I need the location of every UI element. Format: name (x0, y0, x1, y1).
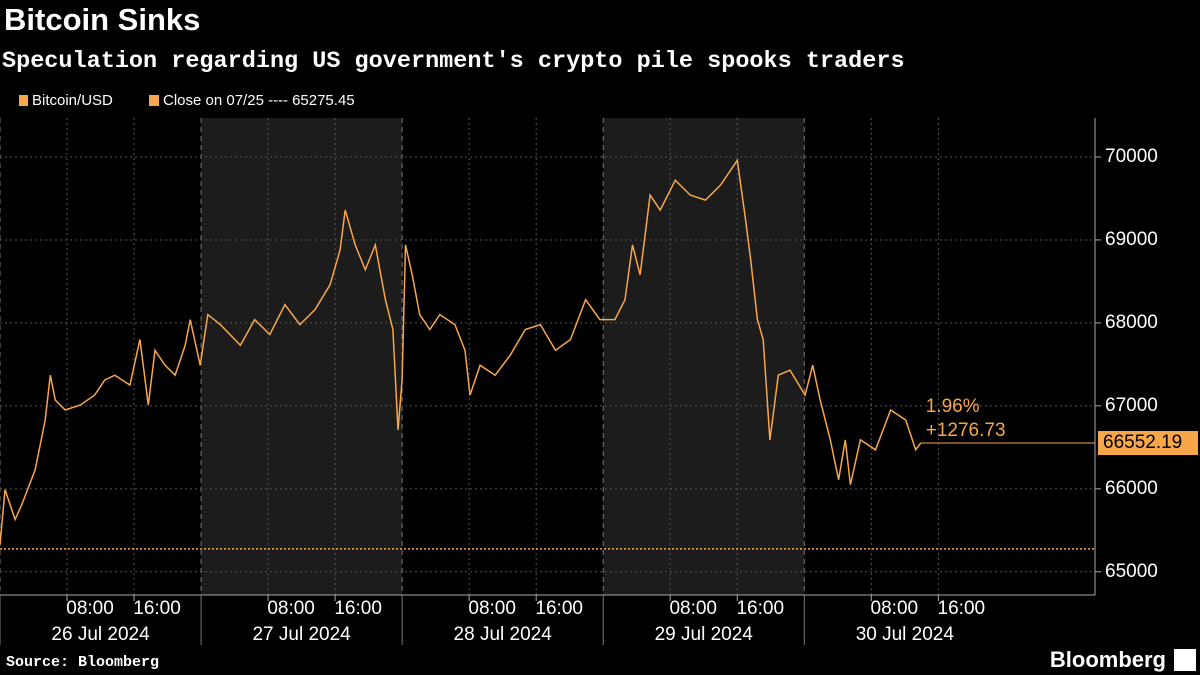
x-tick-label: 16:00 (938, 598, 986, 619)
y-tick-label: 65000 (1105, 561, 1158, 582)
legend-label: Bitcoin/USD (32, 92, 113, 109)
x-tick-label: 08:00 (66, 598, 114, 619)
legend-swatch (19, 95, 28, 106)
x-tick-label: 08:00 (468, 598, 516, 619)
x-tick-label: 08:00 (669, 598, 717, 619)
legend-value: 65275.45 (292, 92, 355, 109)
annotation: 1.96% (926, 396, 980, 417)
y-tick-label: 70000 (1105, 146, 1158, 167)
x-tick-label: 08:00 (267, 598, 315, 619)
y-tick-label: 67000 (1105, 395, 1158, 416)
legend: Bitcoin/USD Close on 07/25 ---- 65275.45 (19, 92, 355, 109)
y-tick-label: 69000 (1105, 229, 1158, 250)
x-tick-label: 16:00 (133, 598, 181, 619)
x-day-label: 29 Jul 2024 (655, 624, 754, 645)
brand: Bloomberg (1050, 647, 1166, 672)
day-band (603, 118, 805, 595)
y-tick-label: 68000 (1105, 312, 1158, 333)
x-day-label: 30 Jul 2024 (856, 624, 955, 645)
y-tick-label: 66000 (1105, 478, 1158, 499)
legend-label: Close on 07/25 ---- (163, 92, 288, 109)
x-tick-label: 08:00 (871, 598, 919, 619)
x-day-label: 26 Jul 2024 (51, 624, 150, 645)
last-value-box (1098, 431, 1198, 456)
x-tick-label: 16:00 (736, 598, 784, 619)
source: Source: Bloomberg (6, 654, 159, 671)
x-day-label: 27 Jul 2024 (252, 624, 351, 645)
price-line (0, 158, 922, 545)
annotation: +1276.73 (926, 420, 1006, 441)
chart-title: Bitcoin Sinks (4, 2, 200, 37)
legend-swatch (149, 95, 159, 106)
x-tick-label: 16:00 (535, 598, 583, 619)
x-day-label: 28 Jul 2024 (454, 624, 553, 645)
day-band (201, 118, 403, 595)
x-tick-label: 16:00 (334, 598, 382, 619)
last-value-label: 66552.19 (1103, 432, 1182, 453)
brand-icon (1174, 649, 1196, 671)
chart-subtitle: Speculation regarding US government's cr… (2, 48, 905, 75)
